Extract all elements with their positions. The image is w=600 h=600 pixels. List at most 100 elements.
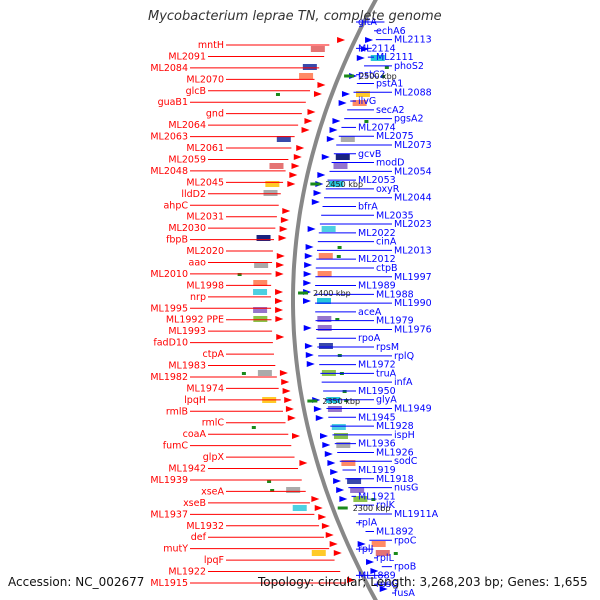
tick-label: 2400 kbp xyxy=(313,289,351,298)
reverse-gene-glyph xyxy=(280,217,289,223)
forward-gene-glyph xyxy=(339,496,348,502)
gene-marker xyxy=(371,498,376,501)
gene-label-ctpa: ctpA xyxy=(203,349,225,360)
gene-label-rpsm: rpsM xyxy=(376,342,399,353)
gene-label-ml1937: ML1937 xyxy=(150,509,188,520)
genome-backbone xyxy=(291,0,378,600)
gene-label-muty: mutY xyxy=(163,544,188,555)
forward-gene-glyph xyxy=(319,433,328,439)
gene-block xyxy=(302,64,317,70)
forward-gene-glyph xyxy=(330,469,339,475)
reverse-gene-glyph xyxy=(287,181,296,187)
gene-block xyxy=(347,478,362,484)
gene-label-def: def xyxy=(191,532,207,543)
forward-gene-glyph xyxy=(360,46,369,52)
tick-label: 2350 kbp xyxy=(322,397,360,406)
reverse-gene-glyph xyxy=(301,127,310,133)
gene-label-ml2020: ML2020 xyxy=(186,246,224,257)
gene-label-ml2073: ML2073 xyxy=(394,140,432,151)
gene-label-mnth: mntH xyxy=(198,40,224,51)
reverse-gene-glyph xyxy=(282,388,291,394)
gene-label-rpla: rplA xyxy=(358,518,378,529)
gene-label-xsea: xseA xyxy=(201,486,224,497)
gene-label-ml1976: ML1976 xyxy=(394,324,432,335)
reverse-gene-glyph xyxy=(307,109,316,115)
gene-block xyxy=(263,190,278,196)
gene-label-rpll: rplL xyxy=(376,553,395,564)
gene-label-ml2030: ML2030 xyxy=(168,223,206,234)
gene-label-ml1989: ML1989 xyxy=(358,281,396,292)
gene-label-ilvg: ilvG xyxy=(358,96,376,107)
gene-label-lldd2: lldD2 xyxy=(181,189,206,200)
tick-label: 2450 kbp xyxy=(325,180,363,189)
gene-label-oxyr: oxyR xyxy=(376,184,400,195)
gene-block xyxy=(253,316,268,322)
gene-marker xyxy=(344,399,349,402)
gene-marker xyxy=(337,246,342,249)
gene-label-rplj: rplJ xyxy=(358,544,373,555)
gene-label-bfra: bfrA xyxy=(358,201,378,212)
gene-label-ml1974: ML1974 xyxy=(186,383,224,394)
reverse-gene-glyph xyxy=(311,496,320,502)
reverse-gene-glyph xyxy=(317,82,326,88)
forward-gene-glyph xyxy=(357,541,366,547)
gene-label-gcvb: gcvB xyxy=(358,149,381,160)
gene-label-ml2075: ML2075 xyxy=(376,131,414,142)
forward-gene-glyph xyxy=(303,298,312,304)
gene-label-ml2113: ML2113 xyxy=(394,35,432,46)
gene-label-pstc2: pstC2 xyxy=(358,70,385,81)
forward-gene-glyph xyxy=(303,271,312,277)
gene-block xyxy=(318,253,333,259)
gene-label-ml2053: ML2053 xyxy=(358,175,396,186)
gene-block xyxy=(371,541,386,547)
gene-label-glya: glyA xyxy=(376,395,397,406)
reverse-gene-glyph xyxy=(275,271,284,277)
gene-label-ml1939: ML1939 xyxy=(150,475,188,486)
gene-label-ml1998: ML1998 xyxy=(186,280,224,291)
forward-gene-glyph xyxy=(303,280,312,286)
forward-gene-glyph xyxy=(322,442,331,448)
gene-label-ml1918: ML1918 xyxy=(376,474,414,485)
gene-label-ml2064: ML2064 xyxy=(168,120,206,131)
forward-gene-glyph xyxy=(379,586,388,592)
gene-label-trua: truA xyxy=(376,368,397,379)
gene-block xyxy=(317,271,332,277)
gene-label-ml1915: ML1915 xyxy=(150,578,188,589)
reverse-gene-glyph xyxy=(296,145,305,151)
reverse-gene-glyph xyxy=(279,226,288,232)
gene-marker xyxy=(237,273,242,276)
gene-label-sodc: sodC xyxy=(394,456,418,467)
gene-label-ml1928: ML1928 xyxy=(376,421,414,432)
gene-label-ml2023: ML2023 xyxy=(394,219,432,230)
gene-marker xyxy=(342,390,347,393)
gene-block xyxy=(375,550,390,556)
forward-gene-glyph xyxy=(311,199,320,205)
gene-block xyxy=(353,496,368,502)
tick-label: 2500 kbp xyxy=(359,72,397,81)
gene-label-ml1983: ML1983 xyxy=(168,361,206,372)
gene-label-ml1990: ML1990 xyxy=(394,298,432,309)
gene-label-glta: gltA xyxy=(358,17,377,28)
gene-label-ml2061: ML2061 xyxy=(186,143,224,154)
reverse-gene-glyph xyxy=(275,289,284,295)
gene-label-ml1993: ML1993 xyxy=(168,326,206,337)
reverse-gene-glyph xyxy=(275,316,284,322)
gene-label-modd: modD xyxy=(376,158,404,169)
gene-label-ml1932: ML1932 xyxy=(186,521,224,532)
forward-gene-glyph xyxy=(365,37,374,43)
reverse-gene-glyph xyxy=(346,577,355,583)
gene-block xyxy=(265,181,280,187)
gene-label-ml2022: ML2022 xyxy=(358,228,396,239)
reverse-gene-glyph xyxy=(279,370,288,376)
reverse-gene-glyph xyxy=(284,397,293,403)
gene-label-ml2035: ML2035 xyxy=(376,210,414,221)
reverse-gene-glyph xyxy=(318,514,327,520)
gene-label-lpqh: lpqH xyxy=(184,395,206,406)
forward-gene-glyph xyxy=(304,262,313,268)
reverse-gene-glyph xyxy=(287,415,296,421)
gene-block xyxy=(355,91,370,97)
gene-label-ml1942: ML1942 xyxy=(168,464,206,475)
gene-label-fadd10: fadD10 xyxy=(153,338,188,349)
forward-gene-glyph xyxy=(306,361,315,367)
reverse-gene-glyph xyxy=(276,334,285,340)
